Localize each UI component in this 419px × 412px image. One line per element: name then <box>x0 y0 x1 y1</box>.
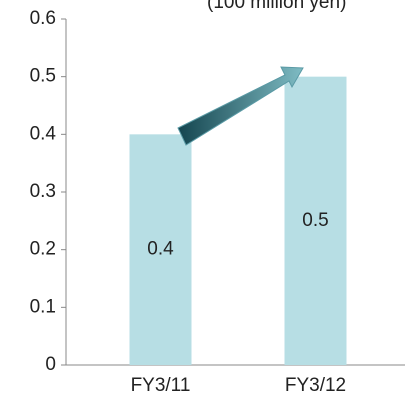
x-tick-label: FY3/11 <box>131 375 191 396</box>
data-label: 0.4 <box>147 239 174 260</box>
y-tick-label: 0.6 <box>30 8 56 29</box>
unit-label: (100 million yen) <box>207 0 346 13</box>
data-label: 0.5 <box>302 210 328 231</box>
y-tick-label: 0.2 <box>30 239 56 260</box>
y-tick-label: 0.5 <box>30 66 56 87</box>
y-tick-label: 0.4 <box>30 123 57 144</box>
bar <box>129 134 192 365</box>
bar <box>284 76 347 366</box>
x-tick-label: FY3/12 <box>285 375 346 396</box>
y-tick-label: 0 <box>45 354 56 375</box>
y-tick-label: 0.1 <box>30 296 56 317</box>
y-tick-label: 0.3 <box>30 181 56 202</box>
trend-arrow <box>177 66 304 146</box>
